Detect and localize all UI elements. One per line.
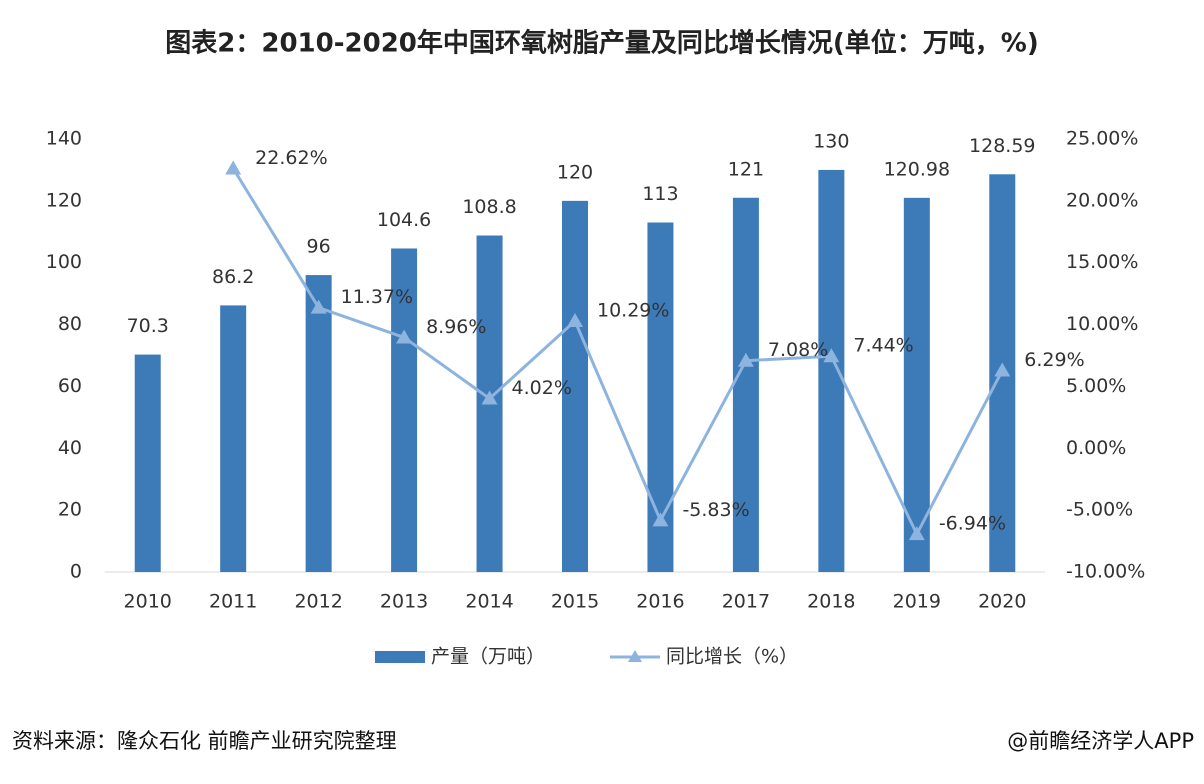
line-label: 4.02% xyxy=(512,377,572,399)
x-tick-label: 2010 xyxy=(124,591,172,613)
x-tick-label: 2017 xyxy=(722,591,770,613)
bar-label: 113 xyxy=(642,183,678,205)
y2-tick-label: 10.00% xyxy=(1066,313,1138,335)
line-label: 10.29% xyxy=(597,299,669,321)
y2-tick-label: 5.00% xyxy=(1066,375,1126,397)
y2-tick-label: 0.00% xyxy=(1066,437,1126,459)
line-label: 7.44% xyxy=(853,335,913,357)
y2-tick-label: 25.00% xyxy=(1066,128,1138,150)
line-marker xyxy=(310,299,327,314)
footer: @前瞻经济学人APP xyxy=(1007,729,1194,753)
line-marker xyxy=(823,348,840,363)
bar-label: 70.3 xyxy=(127,315,169,337)
legend-swatch xyxy=(375,651,425,663)
x-tick-label: 2019 xyxy=(893,591,941,613)
x-tick-label: 2012 xyxy=(294,591,342,613)
bar xyxy=(562,200,588,572)
bar-label: 120 xyxy=(557,161,593,183)
bar-label: 128.59 xyxy=(969,135,1035,157)
line-label: 7.08% xyxy=(768,339,828,361)
y2-tick-label: -5.00% xyxy=(1066,499,1133,521)
y-tick-label: 100 xyxy=(46,251,82,273)
y-tick-label: 80 xyxy=(58,313,82,335)
y-tick-label: 40 xyxy=(58,437,82,459)
bar-label: 108.8 xyxy=(462,196,516,218)
bar-label: 130 xyxy=(813,130,849,152)
y2-tick-label: 15.00% xyxy=(1066,251,1138,273)
bar-label: 120.98 xyxy=(884,158,950,180)
line-marker xyxy=(994,362,1011,377)
x-tick-label: 2014 xyxy=(465,591,513,613)
bar-label: 96 xyxy=(307,236,331,258)
line-label: 11.37% xyxy=(341,286,413,308)
line-marker xyxy=(225,160,242,175)
line-marker xyxy=(481,390,498,405)
y-tick-label: 0 xyxy=(70,561,82,583)
line-label: 22.62% xyxy=(255,147,327,169)
line-label: -5.83% xyxy=(682,499,749,521)
bar xyxy=(220,305,247,572)
bar xyxy=(903,197,930,572)
line-label: -6.94% xyxy=(939,513,1006,535)
line-marker xyxy=(652,512,669,527)
line-marker xyxy=(908,526,925,541)
legend-label: 产量（万吨） xyxy=(431,646,545,668)
x-tick-label: 2013 xyxy=(380,591,428,613)
legend-marker xyxy=(628,650,642,662)
x-tick-label: 2011 xyxy=(209,591,257,613)
line-marker xyxy=(737,352,754,367)
line-marker xyxy=(567,312,583,327)
bar xyxy=(818,169,845,572)
bar-label: 86.2 xyxy=(212,266,254,288)
line-marker xyxy=(396,329,413,344)
y2-tick-label: 20.00% xyxy=(1066,189,1138,211)
line-label: 8.96% xyxy=(426,316,486,338)
line xyxy=(231,167,1004,538)
x-tick-label: 2018 xyxy=(807,591,855,613)
x-tick-label: 2016 xyxy=(636,591,684,613)
legend-label: 同比增长（%） xyxy=(666,646,798,668)
y-tick-label: 60 xyxy=(58,375,82,397)
line-label: 6.29% xyxy=(1024,349,1084,371)
y-tick-label: 140 xyxy=(46,128,82,150)
bar-label: 121 xyxy=(728,158,764,180)
bar xyxy=(391,248,418,573)
bar xyxy=(732,197,759,572)
bar xyxy=(134,354,161,572)
bar xyxy=(305,275,332,572)
y-tick-label: 120 xyxy=(46,189,82,211)
x-tick-label: 2020 xyxy=(978,591,1026,613)
bar-label: 104.6 xyxy=(377,209,431,231)
y-tick-label: 20 xyxy=(58,499,82,521)
y2-tick-label: -10.00% xyxy=(1066,561,1145,583)
chart-title: 图表2：2010-2020年中国环氧树脂产量及同比增长情况(单位：万吨，%) xyxy=(165,28,1038,59)
x-tick-label: 2015 xyxy=(551,591,599,613)
source: 资料来源：隆众石化 前瞻产业研究院整理 xyxy=(12,729,397,753)
